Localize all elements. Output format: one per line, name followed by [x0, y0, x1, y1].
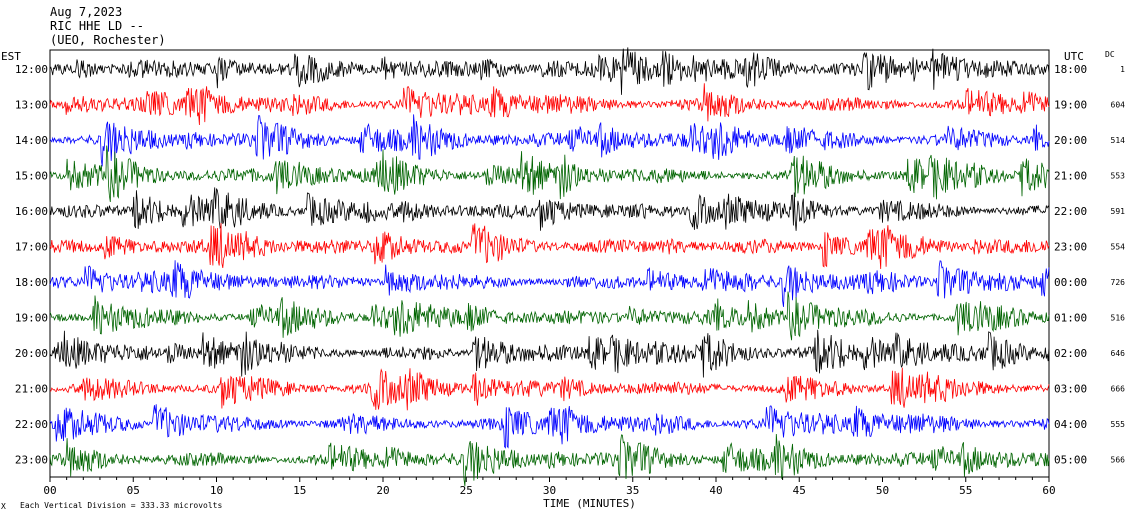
x-tick-label: 20 [376, 484, 389, 497]
seismic-trace [49, 329, 1050, 378]
est-time-label: 21:00 [15, 383, 48, 396]
est-time-label: 17:00 [15, 241, 48, 254]
header-date: Aug 7,2023 [50, 5, 123, 19]
utc-time-label: 02:00 [1054, 347, 1087, 360]
x-tick-label: 10 [210, 484, 223, 497]
est-time-label: 23:00 [15, 454, 48, 467]
scale-note: Each Vertical Division = 333.33 microvol… [20, 501, 223, 510]
x-tick-label: 30 [543, 484, 556, 497]
x-tick-label: 40 [709, 484, 722, 497]
est-time-label: 13:00 [15, 99, 48, 112]
dc-offset-value: 566 [1111, 456, 1126, 465]
est-time-label: 22:00 [15, 418, 48, 431]
dc-offset-value: 516 [1111, 314, 1126, 323]
header-station: RIC HHE LD -- [50, 19, 144, 33]
seismic-trace [49, 83, 1050, 126]
dc-offset-value: 604 [1111, 101, 1126, 110]
seismic-trace [49, 145, 1050, 203]
seismic-trace [49, 187, 1050, 231]
dc-offset-value: 514 [1111, 136, 1126, 145]
x-tick-label: 05 [127, 484, 140, 497]
utc-time-label: 00:00 [1054, 276, 1087, 289]
corner-mark: X [1, 502, 6, 511]
est-time-label: 12:00 [15, 63, 48, 76]
x-tick-label: 15 [293, 484, 306, 497]
utc-axis-label: UTC [1064, 50, 1084, 63]
est-time-label: 16:00 [15, 205, 48, 218]
dc-label: DC [1105, 50, 1115, 59]
utc-time-label: 01:00 [1054, 312, 1087, 325]
seismic-trace [49, 291, 1050, 341]
utc-time-label: 19:00 [1054, 99, 1087, 112]
x-tick-label: 60 [1042, 484, 1055, 497]
x-tick-label: 00 [43, 484, 56, 497]
header-org: (UEO, Rochester) [50, 33, 166, 47]
x-tick-label: 35 [626, 484, 639, 497]
seismic-trace [49, 404, 1050, 449]
dc-offset-value: 646 [1111, 349, 1126, 358]
x-tick-label: 55 [959, 484, 972, 497]
seismic-trace [49, 260, 1050, 307]
est-time-label: 19:00 [15, 312, 48, 325]
seismic-trace [49, 433, 1050, 487]
dc-offset-value: 555 [1111, 420, 1126, 429]
utc-time-label: 23:00 [1054, 241, 1087, 254]
x-tick-label: 45 [793, 484, 806, 497]
utc-time-label: 18:00 [1054, 63, 1087, 76]
est-time-label: 15:00 [15, 170, 48, 183]
dc-offset-value: 1 [1120, 65, 1125, 74]
est-axis-label: EST [1, 50, 21, 63]
x-axis-title: TIME (MINUTES) [543, 497, 636, 510]
seismic-trace [49, 367, 1050, 411]
utc-time-label: 03:00 [1054, 383, 1087, 396]
dc-offset-value: 553 [1111, 172, 1126, 181]
seismic-trace [49, 222, 1050, 270]
utc-time-label: 21:00 [1054, 170, 1087, 183]
seismic-trace [49, 47, 1050, 95]
est-time-label: 14:00 [15, 134, 48, 147]
utc-time-label: 04:00 [1054, 418, 1087, 431]
dc-offset-value: 591 [1111, 207, 1126, 216]
dc-offset-value: 666 [1111, 385, 1126, 394]
dc-offset-value: 554 [1111, 243, 1126, 252]
est-time-label: 18:00 [15, 276, 48, 289]
x-tick-label: 50 [876, 484, 889, 497]
x-tick-label: 25 [460, 484, 473, 497]
utc-time-label: 20:00 [1054, 134, 1087, 147]
seismic-trace [49, 114, 1050, 167]
utc-time-label: 22:00 [1054, 205, 1087, 218]
dc-offset-value: 726 [1111, 278, 1126, 287]
utc-time-label: 05:00 [1054, 454, 1087, 467]
est-time-label: 20:00 [15, 347, 48, 360]
